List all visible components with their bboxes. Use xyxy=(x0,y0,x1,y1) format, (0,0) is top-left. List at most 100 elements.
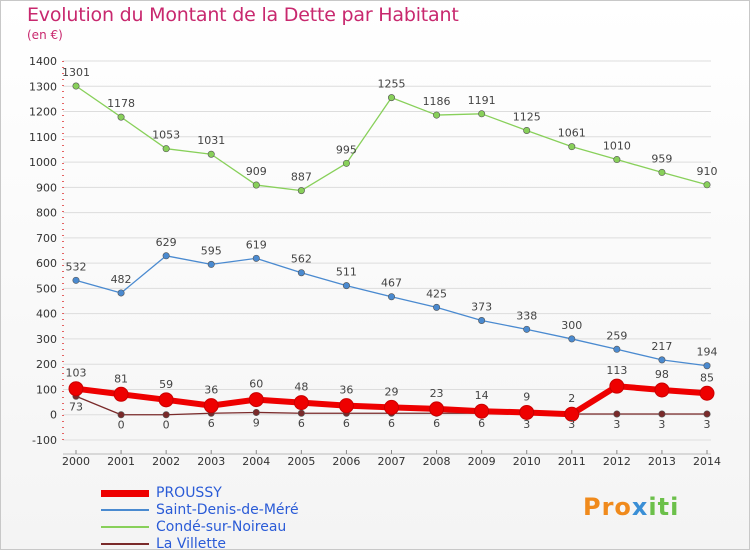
chart-title: Evolution du Montant de la Dette par Hab… xyxy=(27,4,459,26)
data-point xyxy=(519,404,535,420)
legend-label: Condé-sur-Noireau xyxy=(156,519,287,535)
data-point xyxy=(252,181,260,189)
data-point xyxy=(523,325,531,333)
y-tick-label: 500 xyxy=(36,282,57,295)
data-label: 1061 xyxy=(558,127,586,140)
data-point xyxy=(113,386,129,402)
data-label: 3 xyxy=(568,418,575,431)
data-point xyxy=(207,150,215,158)
y-tick-label: 800 xyxy=(36,207,57,220)
data-point xyxy=(568,143,576,151)
y-tick-label: 900 xyxy=(36,181,57,194)
data-label: 0 xyxy=(163,419,170,432)
data-label: 511 xyxy=(336,266,357,279)
y-tick-label: 700 xyxy=(36,232,57,245)
data-label: 9 xyxy=(523,390,530,403)
data-point xyxy=(609,378,625,394)
data-point xyxy=(613,156,621,164)
data-label: 85 xyxy=(700,371,714,384)
data-point xyxy=(297,269,305,277)
legend-swatch xyxy=(101,509,149,511)
x-tick-label: 2011 xyxy=(558,455,586,468)
data-label: 1053 xyxy=(152,129,180,142)
legend-label: La Villette xyxy=(156,536,226,552)
x-tick-label: 2013 xyxy=(648,455,676,468)
data-label: 0 xyxy=(118,419,125,432)
data-label: 3 xyxy=(613,418,620,431)
x-tick-label: 2001 xyxy=(107,455,135,468)
data-label: 3 xyxy=(704,418,711,431)
data-label: 909 xyxy=(246,165,267,178)
data-label: 373 xyxy=(471,300,492,313)
y-tick-label: 200 xyxy=(36,358,57,371)
data-label: 98 xyxy=(655,368,669,381)
data-label: 910 xyxy=(697,165,718,178)
data-point xyxy=(252,254,260,262)
data-label: 59 xyxy=(159,378,173,391)
y-tick-label: -100 xyxy=(32,434,57,447)
data-point xyxy=(338,398,354,414)
data-point xyxy=(252,408,260,416)
data-point xyxy=(342,282,350,290)
y-tick-label: 100 xyxy=(36,383,57,396)
data-label: 3 xyxy=(658,418,665,431)
data-point xyxy=(703,410,711,418)
data-label: 113 xyxy=(606,364,627,377)
data-label: 6 xyxy=(388,417,395,430)
data-label: 23 xyxy=(430,387,444,400)
legend-label: Saint-Denis-de-Méré xyxy=(156,502,299,518)
data-label: 6 xyxy=(208,417,215,430)
data-label: 1301 xyxy=(62,66,90,79)
data-label: 29 xyxy=(385,385,399,398)
data-label: 338 xyxy=(516,309,537,322)
data-point xyxy=(117,289,125,297)
data-point xyxy=(342,159,350,167)
data-label: 1031 xyxy=(197,134,225,147)
data-label: 103 xyxy=(66,367,87,380)
unit-label: (en €) xyxy=(27,28,63,42)
y-tick-label: 1200 xyxy=(29,106,57,119)
data-label: 48 xyxy=(294,381,308,394)
data-point xyxy=(162,411,170,419)
data-point xyxy=(613,345,621,353)
y-tick-label: 1000 xyxy=(29,156,57,169)
data-label: 595 xyxy=(201,244,222,257)
data-point xyxy=(117,411,125,419)
data-label: 36 xyxy=(204,384,218,397)
data-point xyxy=(203,398,219,414)
legend-label: PROUSSY xyxy=(156,485,222,501)
y-tick-label: 1300 xyxy=(29,80,57,93)
data-point xyxy=(117,113,125,121)
data-point xyxy=(658,168,666,176)
data-point xyxy=(384,399,399,415)
data-point xyxy=(703,362,711,370)
data-point xyxy=(162,252,170,260)
data-point xyxy=(564,406,580,422)
data-point xyxy=(658,356,666,364)
data-point xyxy=(158,392,174,408)
data-point xyxy=(568,335,576,343)
data-label: 217 xyxy=(651,340,672,353)
data-point xyxy=(72,82,80,90)
data-label: 6 xyxy=(478,417,485,430)
y-tick-label: 400 xyxy=(36,308,57,321)
data-point xyxy=(703,181,711,189)
x-tick-label: 2007 xyxy=(378,455,406,468)
data-point xyxy=(699,385,715,401)
data-point xyxy=(293,395,309,411)
data-label: 9 xyxy=(253,416,260,429)
legend-swatch xyxy=(101,490,149,497)
y-tick-label: 1100 xyxy=(29,131,57,144)
x-tick-label: 2014 xyxy=(693,455,721,468)
data-label: 2 xyxy=(568,392,575,405)
data-label: 995 xyxy=(336,143,357,156)
data-point xyxy=(387,293,395,301)
data-label: 36 xyxy=(339,384,353,397)
data-label: 562 xyxy=(291,253,312,266)
data-label: 60 xyxy=(249,378,263,391)
data-label: 1186 xyxy=(423,95,451,108)
data-label: 1255 xyxy=(378,78,406,91)
x-tick-label: 2012 xyxy=(603,455,631,468)
data-label: 959 xyxy=(651,152,672,165)
